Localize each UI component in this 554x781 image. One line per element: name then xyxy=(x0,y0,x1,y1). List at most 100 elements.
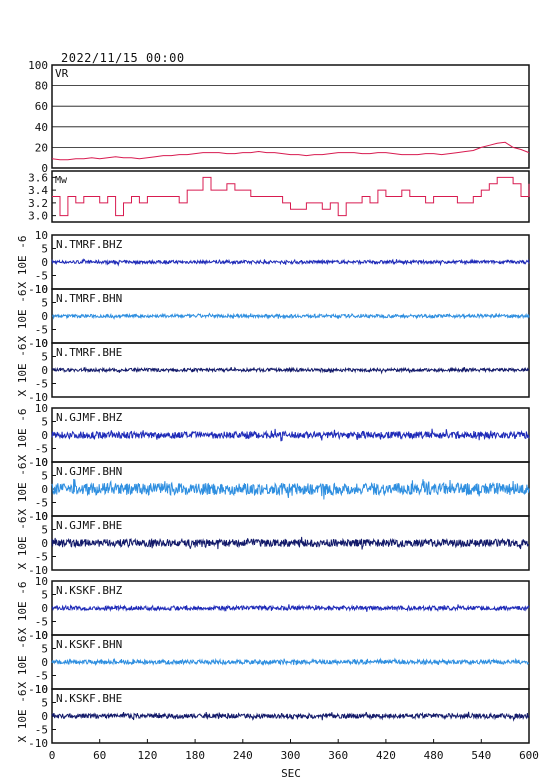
waveform-y-tick-label: 0 xyxy=(41,429,48,442)
waveform-y-tick-label: 0 xyxy=(41,256,48,269)
waveform-y-tick-label: 0 xyxy=(41,602,48,615)
waveform-y-tick-label: 5 xyxy=(41,589,48,602)
waveform-station-label: N.KSKF.BHE xyxy=(56,692,122,705)
vr-y-tick-label: 20 xyxy=(35,141,48,154)
waveform-y-tick-label: 5 xyxy=(41,470,48,483)
waveform-y-tick-label: 10 xyxy=(35,510,48,523)
waveform-trace xyxy=(51,536,530,550)
waveform-y-axis-label: X 10E -6 xyxy=(16,690,29,743)
waveform-trace xyxy=(51,312,530,320)
vr-series-line xyxy=(51,141,530,161)
waveform-y-tick-label: 10 xyxy=(35,337,48,350)
x-tick-label: 420 xyxy=(376,749,396,762)
x-tick-label: 600 xyxy=(519,749,539,762)
waveform-y-axis-label: X 10E -6 xyxy=(16,582,29,635)
waveform-station-label: N.GJMF.BHN xyxy=(56,465,122,478)
waveform-y-tick-label: 0 xyxy=(41,310,48,323)
vr-y-tick-label: 0 xyxy=(41,162,48,175)
waveform-y-tick-label: 5 xyxy=(41,297,48,310)
waveform-y-tick-label: -5 xyxy=(35,378,48,391)
waveform-station-label: N.TMRF.BHE xyxy=(56,346,122,359)
waveform-y-tick-label: 5 xyxy=(41,643,48,656)
waveform-y-tick-label: -10 xyxy=(28,564,48,577)
waveform-y-tick-label: 5 xyxy=(41,697,48,710)
x-tick-label: 0 xyxy=(49,749,56,762)
x-tick-label: 120 xyxy=(137,749,157,762)
waveform-y-tick-label: 0 xyxy=(41,483,48,496)
waveform-y-tick-label: -5 xyxy=(35,497,48,510)
waveform-trace xyxy=(51,258,530,267)
mw-panel-label: Mw xyxy=(55,175,68,186)
mw-y-tick-label: 3.2 xyxy=(28,197,48,210)
waveform-station-label: N.KSKF.BHZ xyxy=(56,584,123,597)
waveform-y-tick-label: 5 xyxy=(41,351,48,364)
waveform-y-tick-label: 10 xyxy=(35,456,48,469)
waveform-station-label: N.KSKF.BHN xyxy=(56,638,122,651)
waveform-trace xyxy=(51,657,530,667)
waveform-y-axis-label: X 10E -6 xyxy=(16,636,29,689)
mw-series-line xyxy=(52,176,530,217)
waveform-y-tick-label: 0 xyxy=(41,364,48,377)
waveform-y-axis-label: X 10E -6 xyxy=(16,290,29,343)
waveform-trace xyxy=(51,479,530,500)
waveform-trace xyxy=(51,711,530,722)
waveform-y-tick-label: -10 xyxy=(28,337,48,350)
waveform-y-tick-label: -10 xyxy=(28,629,48,642)
waveform-y-tick-label: -10 xyxy=(28,683,48,696)
waveform-y-tick-label: 10 xyxy=(35,229,48,242)
waveform-y-tick-label: 10 xyxy=(35,402,48,415)
waveform-y-tick-label: 5 xyxy=(41,524,48,537)
waveform-y-tick-label: -5 xyxy=(35,270,48,283)
waveform-y-tick-label: -10 xyxy=(28,456,48,469)
chart-title: 2022/11/15 00:00 xyxy=(61,51,185,65)
vr-y-tick-label: 60 xyxy=(35,100,48,113)
vr-y-tick-label: 40 xyxy=(35,121,48,134)
x-tick-label: 360 xyxy=(328,749,348,762)
x-tick-label: 240 xyxy=(233,749,253,762)
waveform-y-tick-label: 5 xyxy=(41,416,48,429)
waveform-y-tick-label: -5 xyxy=(35,551,48,564)
waveform-y-tick-label: -10 xyxy=(28,283,48,296)
vr-y-tick-label: 100 xyxy=(28,59,48,72)
waveform-y-tick-label: -5 xyxy=(35,324,48,337)
waveform-y-tick-label: -10 xyxy=(28,391,48,404)
waveform-y-tick-label: -5 xyxy=(35,670,48,683)
waveform-trace xyxy=(51,603,530,613)
waveform-y-axis-label: X 10E -6 xyxy=(16,344,29,397)
waveform-station-label: N.TMRF.BHZ xyxy=(56,238,123,251)
waveform-y-axis-label: X 10E -6 xyxy=(16,517,29,570)
vr-panel-frame xyxy=(51,64,530,169)
waveform-y-tick-label: 10 xyxy=(35,629,48,642)
waveform-y-tick-label: 10 xyxy=(35,283,48,296)
x-tick-label: 540 xyxy=(471,749,491,762)
waveform-y-tick-label: -5 xyxy=(35,443,48,456)
x-tick-label: 300 xyxy=(281,749,301,762)
waveform-y-tick-label: 0 xyxy=(41,656,48,669)
x-axis-label: SEC xyxy=(281,767,301,780)
x-axis: 0 60 120 180 240 300 360 420 480 540 600 xyxy=(49,739,539,762)
x-tick-label: 180 xyxy=(185,749,205,762)
waveform-y-tick-label: -5 xyxy=(35,724,48,737)
waveform-trace xyxy=(51,366,530,375)
waveform-y-axis-label: X 10E -6 xyxy=(16,236,29,289)
waveform-trace xyxy=(51,428,530,442)
mw-y-tick-label: 3.6 xyxy=(28,171,48,184)
waveform-station-label: N.TMRF.BHN xyxy=(56,292,122,305)
mw-y-tick-label: 3.4 xyxy=(28,184,48,197)
waveform-station-label: N.GJMF.BHZ xyxy=(56,411,123,424)
x-tick-label: 60 xyxy=(93,749,106,762)
waveform-y-axis-label: X 10E -6 xyxy=(16,463,29,516)
waveform-station-label: N.GJMF.BHE xyxy=(56,519,122,532)
waveform-y-tick-label: 0 xyxy=(41,537,48,550)
waveform-y-axis-label: X 10E -6 xyxy=(16,409,29,462)
mw-y-tick-label: 3.0 xyxy=(28,210,48,223)
waveform-y-tick-label: 10 xyxy=(35,683,48,696)
waveform-y-tick-label: -5 xyxy=(35,616,48,629)
waveform-y-tick-label: 10 xyxy=(35,575,48,588)
waveform-y-tick-label: 5 xyxy=(41,243,48,256)
vr-panel-label: VR xyxy=(55,67,69,80)
waveform-y-tick-label: 0 xyxy=(41,710,48,723)
x-tick-label: 480 xyxy=(424,749,444,762)
